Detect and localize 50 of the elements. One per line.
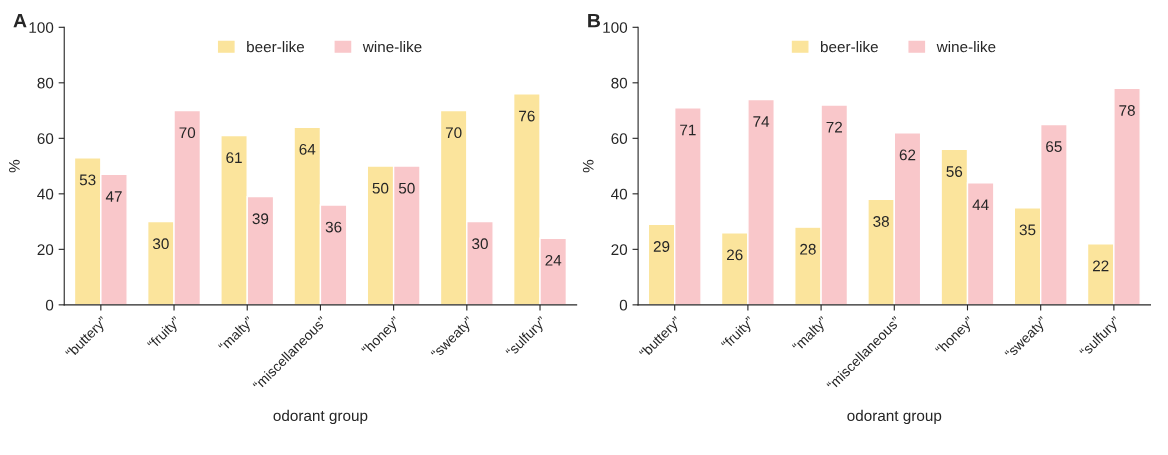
- y-tick-label: 60: [611, 133, 628, 145]
- y-tick-label: 80: [611, 77, 628, 89]
- legend-label: wine-like: [936, 41, 996, 53]
- y-tick-label: 60: [37, 133, 54, 145]
- data-label: 28: [800, 243, 816, 255]
- data-label: 74: [753, 116, 770, 127]
- data-label: 70: [179, 127, 196, 139]
- y-axis-title: %: [582, 159, 594, 173]
- y-tick-label: 20: [611, 244, 628, 256]
- data-label: 30: [472, 238, 488, 250]
- data-label: 56: [946, 166, 963, 177]
- x-axis-title: odorant group: [847, 409, 942, 425]
- data-label: 22: [1092, 260, 1109, 272]
- y-tick-label: 40: [611, 188, 628, 200]
- data-label: 71: [680, 124, 696, 136]
- data-label: 50: [372, 182, 389, 194]
- chart-title: A: [13, 13, 27, 28]
- data-label: 47: [105, 191, 122, 202]
- data-label: 53: [79, 174, 96, 186]
- data-label: 39: [252, 213, 269, 225]
- y-tick-label: 0: [45, 299, 54, 311]
- legend-label: beer-like: [820, 41, 878, 53]
- y-tick-label: 100: [29, 22, 54, 33]
- data-label: 78: [1119, 105, 1135, 116]
- data-label: 70: [445, 127, 462, 139]
- data-label: 38: [873, 216, 889, 227]
- data-label: 24: [545, 254, 562, 266]
- data-label: 61: [226, 152, 242, 164]
- chart-title: B: [588, 13, 601, 28]
- data-label: 30: [152, 238, 169, 250]
- data-label: 64: [299, 143, 316, 155]
- y-tick-label: 20: [37, 244, 54, 256]
- x-axis-title: odorant group: [273, 409, 368, 425]
- data-label: 36: [325, 221, 342, 233]
- y-tick-label: 80: [37, 77, 54, 89]
- data-label: 65: [1046, 141, 1062, 152]
- data-label: 44: [972, 199, 989, 211]
- y-axis-title: %: [9, 159, 20, 173]
- legend-label: beer-like: [247, 41, 305, 53]
- legend-label: wine-like: [362, 41, 422, 53]
- data-label: 76: [519, 110, 535, 122]
- y-tick-label: 0: [619, 299, 628, 311]
- y-tick-label: 100: [603, 22, 628, 33]
- data-label: 29: [653, 241, 670, 252]
- y-tick-label: 40: [37, 188, 54, 200]
- data-label: 62: [899, 149, 916, 161]
- data-label: 26: [727, 249, 743, 261]
- data-label: 50: [398, 182, 415, 194]
- data-label: 35: [1019, 224, 1036, 236]
- data-label: 72: [826, 121, 842, 133]
